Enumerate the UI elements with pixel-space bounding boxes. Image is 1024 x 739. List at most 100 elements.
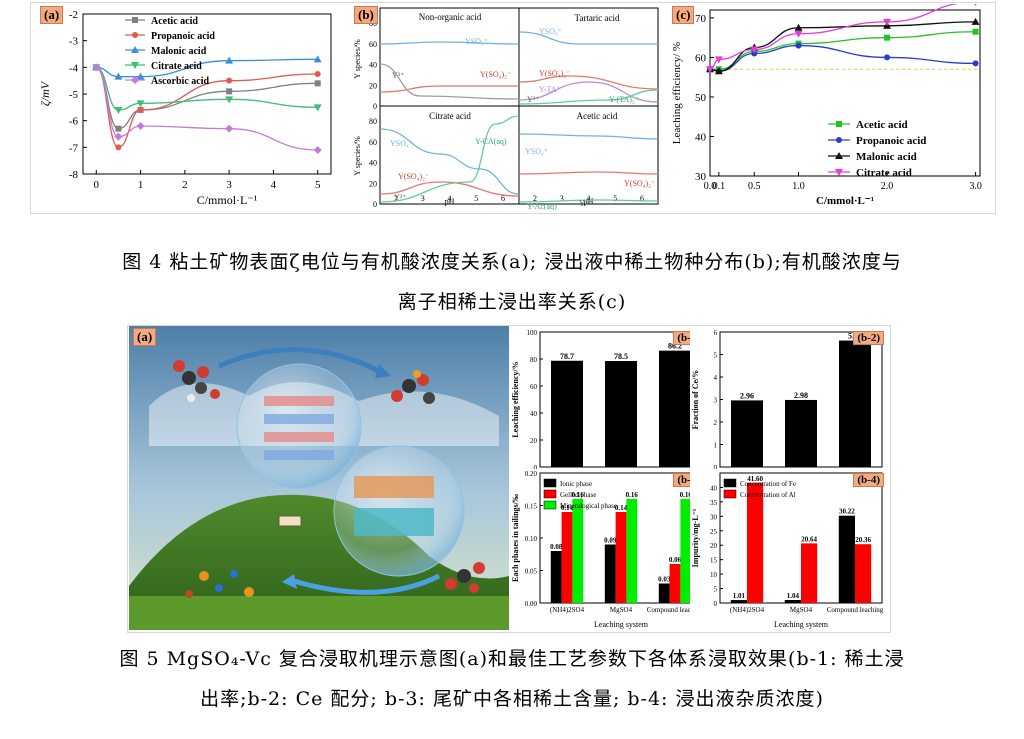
bar bbox=[550, 551, 562, 603]
legend-label: Concentration of Al bbox=[740, 491, 796, 499]
fig4a-chart: -2 -3 -4 -5 -6 -7 -8 0 1 2 3 4 5 ζ/mV C/mmol·L⁻¹ Acetic… bbox=[38, 9, 332, 207]
bar bbox=[855, 544, 872, 603]
data-point bbox=[225, 124, 234, 133]
legend-marker bbox=[131, 62, 139, 69]
y-tick-label: 80 bbox=[369, 117, 377, 126]
x-axis-label: C/mmol·L⁻¹ bbox=[197, 193, 258, 207]
legend-swatch bbox=[543, 478, 557, 488]
data-point bbox=[314, 71, 321, 77]
legend-swatch bbox=[723, 489, 737, 499]
bar-value-label: 78.7 bbox=[560, 352, 574, 361]
bar-value-label: 2.98 bbox=[794, 391, 808, 400]
y-tick-label: 4 bbox=[714, 374, 718, 382]
y-tick-label: 40 bbox=[369, 159, 377, 168]
y-tick-label: 30 bbox=[710, 513, 718, 521]
species-label: Y(SO₄)₂⁻ bbox=[398, 172, 429, 181]
x-tick-label: 0.0 bbox=[704, 181, 717, 192]
y-axis-label: Leaching efficiency/ % bbox=[671, 42, 683, 144]
x-tick-label: 3 bbox=[226, 179, 232, 191]
clay-lattice-lower bbox=[354, 476, 434, 536]
data-point bbox=[226, 88, 233, 95]
bar bbox=[747, 482, 764, 603]
x-axis-label: Leaching system bbox=[594, 620, 649, 629]
fig4b-tag: (b) bbox=[354, 6, 378, 24]
series-line bbox=[709, 1, 976, 70]
subplot-title: Citrate acid bbox=[429, 111, 471, 121]
ascorbic-molecule-right bbox=[391, 370, 435, 404]
legend-label: Acetic acid bbox=[856, 119, 908, 131]
speciation-curve bbox=[518, 89, 659, 105]
y-tick-label: -8 bbox=[69, 169, 79, 181]
data-point bbox=[313, 146, 322, 154]
subplot-title: Tartaric acid bbox=[574, 13, 620, 23]
y-tick-label: 3 bbox=[714, 397, 718, 405]
bar-value-label: 41.60 bbox=[747, 475, 763, 483]
y-axis-label: Impurity/mg·L⁻¹ bbox=[691, 508, 700, 567]
fig5-caption-line1: 图 5 MgSO₄-Vc 复合浸取机理示意图(a)和最佳工艺参数下各体系浸取效果… bbox=[119, 648, 905, 670]
y-axis-label-bottom: Y species/% bbox=[353, 136, 362, 176]
x-tick-label: 2 bbox=[533, 194, 537, 203]
species-label: Y(SO₄)₂⁻ bbox=[539, 69, 570, 78]
speciation-curve bbox=[379, 181, 520, 197]
y-tick-label: -3 bbox=[69, 36, 79, 48]
fig5b3-panel: 0.20 0.15 0.10 0.05 0.00 Each phases in taili… bbox=[510, 469, 708, 629]
fig5b3-chart: 0.20 0.15 0.10 0.05 0.00 Each phases in taili… bbox=[511, 470, 704, 629]
x-tick-label: MgSO4 bbox=[790, 606, 813, 614]
data-point bbox=[92, 63, 101, 72]
species-label: Y³⁺ bbox=[579, 199, 591, 208]
arrow-top-head bbox=[375, 364, 391, 378]
bar-value-label: 1.01 bbox=[733, 592, 746, 600]
fig4c-panel: 70 60 50 40 30 0.0 0.1 0.5 1.0 2.0 3.0 Leaching eff… bbox=[668, 0, 990, 210]
y-tick-label: 15 bbox=[710, 557, 718, 565]
fig4-border bbox=[30, 2, 996, 214]
bar-value-label: 20.36 bbox=[855, 536, 871, 544]
y-tick-label: 2 bbox=[714, 419, 718, 427]
y-tick-label: -5 bbox=[69, 89, 79, 101]
series-line bbox=[96, 58, 318, 78]
bar bbox=[785, 399, 817, 467]
data-point bbox=[972, 0, 980, 7]
x-tick-label: Compound leaching bbox=[827, 606, 884, 614]
x-tick-label: (NH4)2SO4 bbox=[550, 606, 585, 614]
fig4b-panel: Non-organic acid Tartaric acid Citrate aci… bbox=[350, 4, 662, 211]
bar bbox=[838, 515, 855, 603]
species-label: Y³⁺ bbox=[392, 71, 404, 80]
speciation-curve bbox=[518, 75, 659, 90]
y-tick-label: 60 bbox=[695, 52, 707, 64]
bar bbox=[626, 499, 638, 603]
y-tick-label: -4 bbox=[69, 62, 79, 74]
data-point bbox=[114, 72, 123, 80]
legend-label: Concentration of Fe bbox=[740, 480, 796, 488]
legend-marker bbox=[836, 137, 842, 143]
x-tick-label: 2.0 bbox=[881, 181, 894, 192]
bar bbox=[659, 350, 691, 467]
legend-label: Citrate acid bbox=[151, 61, 202, 72]
data-point bbox=[136, 72, 145, 80]
bar-value-label: 0.14 bbox=[561, 504, 574, 512]
speciation-curve bbox=[518, 81, 659, 103]
x-tick-label: 1.0 bbox=[792, 181, 805, 192]
y-tick-label: -7 bbox=[69, 142, 79, 154]
fig4c-chart: 70 60 50 40 300.00.1 0.5 1.0 2.0 3.0 Leaching eff… bbox=[671, 0, 982, 207]
fig4c-tag: (c) bbox=[672, 6, 695, 24]
bar-value-label: 0.03 bbox=[658, 576, 671, 584]
y-tick-label: 60 bbox=[369, 138, 377, 147]
data-point bbox=[137, 107, 144, 113]
y-tick-label: 0 bbox=[534, 464, 538, 471]
data-point bbox=[795, 42, 802, 49]
data-point bbox=[313, 55, 322, 63]
legend-label: Ascorbic acid bbox=[151, 76, 209, 87]
species-label: YSO₄⁺ bbox=[465, 37, 488, 46]
legend-marker bbox=[835, 169, 843, 176]
fig5b1-panel: 100 80 60 40 20 0 Leaching efficiency/% 78.7 78.… bbox=[510, 326, 708, 472]
ascorbic-molecule-bottom bbox=[445, 562, 485, 593]
x-tick-label: 5 bbox=[474, 194, 478, 203]
species-label: Y-Ac(aq) bbox=[527, 202, 557, 210]
y-axis-label: Fraction of Ce/% bbox=[691, 370, 700, 430]
fig5-border bbox=[127, 325, 891, 633]
x-tick-label: MgSO4 bbox=[610, 606, 633, 614]
data-point bbox=[225, 96, 234, 104]
legend-label: Gelled phase bbox=[560, 491, 596, 499]
